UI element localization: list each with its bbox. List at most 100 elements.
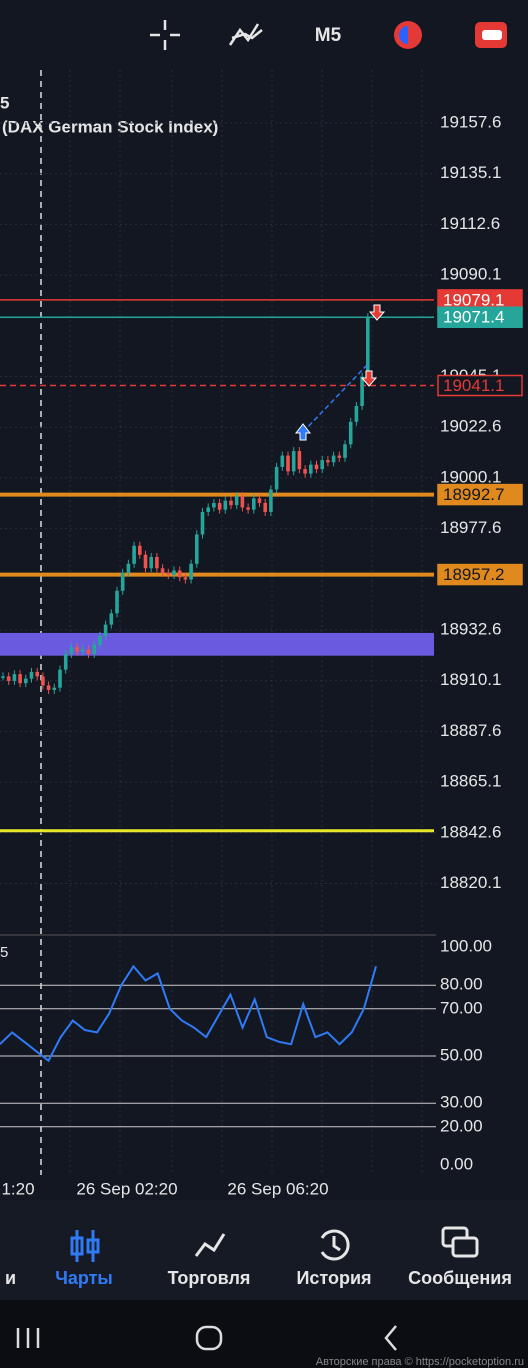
candle (52, 687, 57, 690)
candle (286, 455, 290, 472)
account-icon[interactable] (475, 22, 507, 48)
trade-nav-icon[interactable] (194, 1233, 226, 1257)
rsi-line (0, 964, 377, 1063)
candle (326, 460, 330, 463)
candle (92, 644, 96, 654)
candle (360, 376, 364, 407)
candle (35, 671, 39, 677)
indicators-icon[interactable] (228, 23, 263, 46)
price-tick-label: 18820.1 (440, 873, 501, 892)
price-tick-label: 19090.1 (440, 265, 501, 284)
candle (354, 406, 359, 422)
watermark: Авторские права © https://pocketoption.r… (316, 1356, 524, 1368)
price-tick-label: 18910.1 (440, 670, 501, 689)
nav-label[interactable]: и (5, 1268, 16, 1288)
price-tick-label: 19112.6 (440, 214, 500, 233)
candle (263, 502, 267, 512)
candle (12, 674, 17, 681)
candle (18, 674, 22, 684)
candle (274, 466, 279, 490)
price-tick-label: 19135.1 (440, 163, 501, 182)
recents-button[interactable] (16, 1328, 40, 1348)
candle (86, 649, 91, 654)
candle (303, 469, 307, 474)
candle (81, 649, 85, 652)
candle (177, 570, 182, 578)
candle (195, 534, 199, 564)
back-button[interactable] (384, 1325, 397, 1351)
price-tick-label: 18932.6 (440, 619, 501, 638)
time-label: 26 Sep 02:20 (76, 1179, 177, 1198)
candle (252, 498, 256, 510)
candle (229, 500, 233, 506)
candle (120, 572, 125, 591)
sell-arrow (368, 304, 386, 321)
messages-icon[interactable] (441, 1226, 479, 1258)
candle (172, 570, 176, 576)
symbol-line: 5 (0, 93, 9, 112)
candle (246, 507, 250, 510)
candle (343, 444, 347, 458)
trade-icon[interactable] (394, 21, 422, 49)
candle (103, 624, 108, 636)
candle (297, 451, 302, 470)
candle (98, 635, 102, 645)
candle (166, 572, 171, 576)
time-label: 1:20 (1, 1179, 34, 1198)
nav-label[interactable]: Торговля (168, 1268, 251, 1288)
candle (149, 556, 153, 569)
rsi-tick-label: 30.00 (440, 1093, 483, 1112)
price-tick-label: 18977.6 (440, 518, 501, 537)
candle (143, 554, 148, 569)
level-label: 18992.7 (443, 485, 504, 504)
time-label: 26 Sep 06:20 (227, 1179, 328, 1198)
candle (331, 455, 336, 463)
candle (41, 676, 45, 686)
candle (212, 502, 216, 508)
nav-label[interactable]: Сообщения (408, 1268, 512, 1288)
level-label: 19041.1 (443, 376, 504, 395)
candle (155, 556, 159, 569)
nav-label[interactable]: История (296, 1268, 371, 1288)
candle (200, 511, 205, 535)
candle (320, 460, 324, 470)
home-button[interactable] (195, 1325, 223, 1351)
crosshair-icon[interactable] (150, 20, 180, 50)
candle (223, 500, 228, 510)
rsi-tick-label: 0.00 (440, 1154, 473, 1173)
candle (206, 507, 210, 512)
nav-label[interactable]: Чарты (55, 1268, 113, 1288)
candle (291, 451, 296, 472)
price-tick-label: 19157.6 (440, 112, 501, 131)
candle (138, 545, 142, 555)
timeframe[interactable]: M5 (315, 25, 342, 46)
system-bar (0, 1300, 528, 1368)
candle (348, 421, 353, 445)
price-tick-label: 19022.6 (440, 417, 501, 436)
rsi-tick-label: 20.00 (440, 1116, 483, 1135)
candle (109, 613, 114, 625)
candle (46, 685, 51, 690)
candle (115, 590, 119, 614)
history-icon[interactable] (320, 1229, 350, 1261)
charts-icon[interactable] (70, 1230, 100, 1262)
level-label: 19071.4 (443, 308, 504, 327)
candle (29, 671, 34, 679)
level-label: 18957.2 (443, 565, 504, 584)
candle (126, 563, 131, 573)
candle (69, 647, 74, 654)
price-tick-label: 18887.6 (440, 721, 501, 740)
rsi-tick-label: 50.00 (440, 1045, 483, 1064)
level-tag (437, 306, 523, 328)
buy-arrow (294, 423, 312, 441)
candle (234, 496, 239, 506)
candle (6, 676, 11, 681)
candle (240, 496, 245, 508)
candle (183, 577, 188, 580)
candle (160, 568, 165, 573)
level-tag (437, 374, 523, 397)
candle (132, 545, 136, 564)
candle (337, 455, 342, 458)
